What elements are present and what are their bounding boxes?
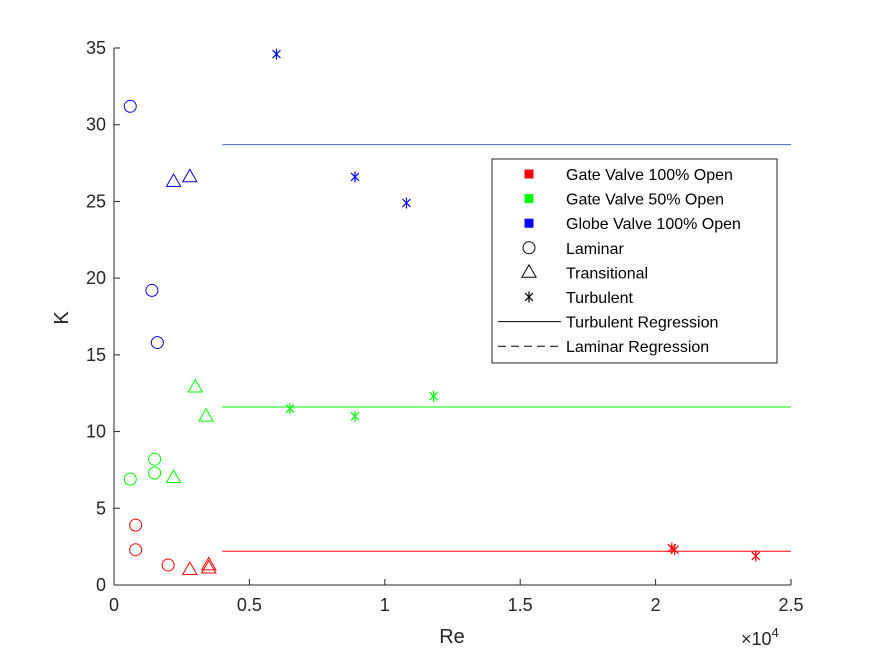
legend-square-icon (524, 194, 534, 204)
data-point-triangle-s5-p1 (165, 469, 182, 483)
legend-entry-label: Laminar (566, 241, 624, 258)
y-tick-label: 0 (96, 575, 106, 595)
x-tick-label: 1.5 (508, 595, 533, 615)
data-point-asterisk-s6-p1 (285, 403, 295, 415)
data-point-circle-s1-p1 (129, 518, 143, 532)
regression-lines (222, 144, 791, 552)
data-point-triangle-s5-p3 (198, 407, 215, 422)
data-point-circle-s1-p3 (161, 558, 175, 572)
legend-entry-label: Turbulent Regression (566, 315, 718, 332)
data-point-circle-s4-p1 (123, 472, 137, 486)
legend-entry-label: Turbulent (566, 290, 634, 307)
data-point-circle-s4-p3 (148, 452, 162, 466)
legend-square-icon (524, 169, 534, 179)
legend: Gate Valve 100% Open Gate Valve 50% Open G… (491, 158, 778, 364)
data-point-circle-s4-p2 (148, 466, 162, 480)
y-tick-label: 10 (86, 422, 106, 442)
data-point-triangle-s2-p1 (181, 561, 198, 576)
data-point-triangle-s8-p2 (181, 168, 198, 183)
data-point-asterisk-s6-p2 (350, 410, 360, 422)
x-axis-multiplier-exponent: 4 (772, 625, 779, 640)
legend-entry-label: Globe Valve 100% Open (566, 216, 741, 233)
x-tick-label: 2 (651, 595, 661, 615)
y-tick-label: 5 (96, 498, 106, 518)
data-point-asterisk-s3-p2 (670, 544, 679, 556)
legend-entry-label: Gate Valve 100% Open (566, 167, 733, 184)
x-axis-label: Re (439, 626, 465, 648)
data-markers (123, 48, 761, 576)
legend-asterisk-icon (524, 291, 534, 303)
x-tick-label: 1 (380, 595, 390, 615)
data-point-asterisk-s9-p3 (402, 197, 411, 209)
legend-entry-label: Laminar Regression (566, 339, 709, 356)
y-tick-label: 35 (86, 38, 106, 58)
legend-square-icon (524, 218, 534, 228)
data-point-circle-s7-p2 (145, 283, 159, 297)
x-axis-multiplier-base: ×10 (741, 629, 772, 649)
y-tick-label: 25 (86, 191, 106, 211)
legend-circle-icon (522, 241, 536, 255)
x-tick-label: 0.5 (237, 595, 262, 615)
y-tick-label: 15 (86, 345, 106, 365)
axes: 0 0.5 1 1.5 2 2.5 0 5 10 15 20 25 30 35 (86, 38, 804, 615)
data-point-triangle-s8-p1 (165, 172, 182, 187)
data-point-circle-s1-p2 (129, 543, 143, 557)
legend-triangle-icon (521, 263, 537, 278)
legend-entry-label: Transitional (566, 265, 648, 282)
legend-box (491, 158, 778, 364)
data-point-circle-s7-p1 (123, 99, 137, 113)
x-tick-label: 0 (109, 595, 119, 615)
y-axis-label: K (51, 311, 73, 325)
y-tick-label: 20 (86, 268, 106, 288)
data-point-triangle-s2-p2 (200, 556, 217, 571)
y-tick-label: 30 (86, 115, 106, 135)
data-point-asterisk-s3-p3 (751, 550, 761, 562)
data-point-asterisk-s9-p2 (350, 171, 360, 183)
data-point-triangle-s2-p3 (200, 559, 217, 574)
data-point-asterisk-s9-p1 (272, 48, 281, 60)
legend-entry-label: Gate Valve 50% Open (566, 192, 724, 209)
x-tick-label: 2.5 (778, 595, 803, 615)
data-point-asterisk-s6-p3 (429, 390, 438, 402)
x-axis-multiplier: ×104 (741, 625, 779, 649)
data-point-triangle-s5-p2 (187, 378, 204, 393)
data-point-circle-s7-p3 (150, 336, 164, 350)
